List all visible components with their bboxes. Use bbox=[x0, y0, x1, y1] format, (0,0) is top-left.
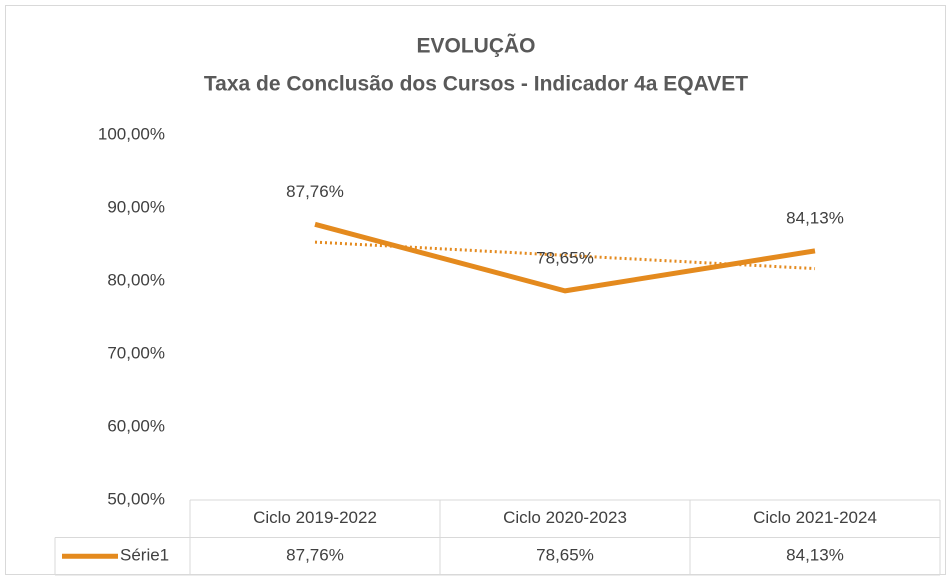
data-label: 84,13% bbox=[786, 208, 844, 227]
trendline bbox=[314, 240, 816, 271]
y-tick-label: 100,00% bbox=[98, 124, 165, 143]
chart-subtitle: Taxa de Conclusão dos Cursos - Indicador… bbox=[204, 73, 748, 96]
x-tick-label: Ciclo 2020-2023 bbox=[503, 508, 627, 527]
y-tick-label: 90,00% bbox=[107, 197, 165, 216]
legend-label: Série1 bbox=[120, 546, 169, 565]
series-line bbox=[314, 221, 816, 294]
x-tick-label: Ciclo 2019-2022 bbox=[253, 508, 377, 527]
x-tick-label: Ciclo 2021-2024 bbox=[753, 508, 877, 527]
data-label: 87,76% bbox=[286, 182, 344, 201]
y-tick-label: 70,00% bbox=[107, 343, 165, 362]
chart-frame bbox=[5, 5, 946, 575]
data-label: 78,65% bbox=[536, 248, 594, 267]
table-value: 87,76% bbox=[286, 546, 344, 565]
y-tick-label: 80,00% bbox=[107, 270, 165, 289]
table-value: 78,65% bbox=[536, 546, 594, 565]
y-tick-label: 60,00% bbox=[107, 416, 165, 435]
y-tick-label: 50,00% bbox=[107, 489, 165, 508]
chart-title: EVOLUÇÃO bbox=[416, 35, 535, 58]
table-value: 84,13% bbox=[786, 546, 844, 565]
